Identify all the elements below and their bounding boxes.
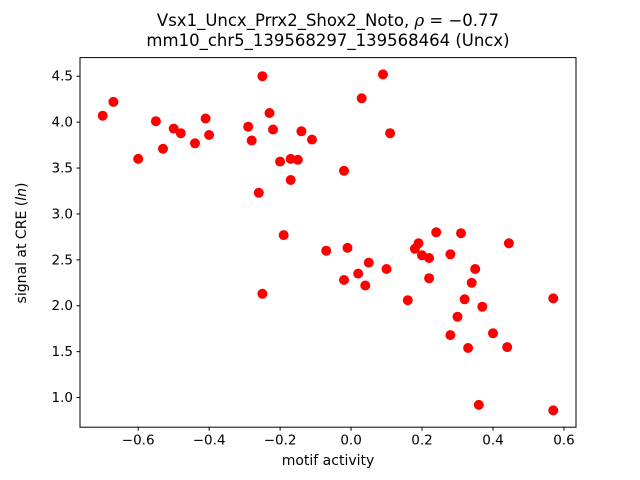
data-point bbox=[264, 108, 275, 118]
data-point bbox=[158, 143, 168, 154]
y-axis-label: signal at CRE (ln) bbox=[14, 183, 30, 304]
data-point bbox=[257, 71, 268, 82]
data-point bbox=[339, 275, 349, 285]
data-point bbox=[413, 238, 424, 249]
rho-symbol: ρ bbox=[414, 11, 425, 30]
data-point bbox=[253, 187, 264, 198]
data-point bbox=[503, 238, 514, 249]
data-point bbox=[445, 330, 456, 341]
data-point bbox=[488, 328, 498, 339]
x-tick-label: −0.6 bbox=[122, 433, 155, 449]
data-point bbox=[363, 257, 374, 268]
data-point bbox=[445, 249, 456, 260]
data-point bbox=[381, 264, 392, 274]
y-tick-label: 1.5 bbox=[52, 344, 73, 360]
data-point bbox=[473, 399, 484, 410]
data-point bbox=[278, 230, 289, 241]
data-point bbox=[456, 228, 466, 239]
x-tick-label: −0.2 bbox=[264, 433, 297, 449]
y-axis-label-close: ) bbox=[14, 182, 30, 189]
data-point bbox=[470, 264, 481, 274]
chart-title: Vsx1_Uncx_Prrx2_Shox2_Noto, ρ = −0.77 mm… bbox=[80, 11, 576, 50]
data-point bbox=[307, 134, 317, 145]
data-point bbox=[424, 253, 435, 263]
data-point bbox=[459, 294, 470, 305]
x-tick-label: −0.4 bbox=[193, 433, 226, 449]
y-tick-label: 1.0 bbox=[52, 390, 73, 406]
x-tick-label: 0.6 bbox=[553, 433, 574, 449]
data-point bbox=[431, 227, 442, 238]
data-point bbox=[246, 135, 257, 146]
x-tick-label: 0.4 bbox=[482, 433, 503, 449]
data-point bbox=[356, 93, 367, 104]
y-tick-label: 4.0 bbox=[52, 115, 73, 131]
data-point bbox=[339, 165, 349, 176]
data-point bbox=[268, 124, 278, 135]
data-point bbox=[548, 293, 559, 304]
data-point bbox=[353, 268, 364, 279]
data-point bbox=[466, 277, 477, 288]
data-point bbox=[548, 405, 559, 416]
data-point bbox=[97, 110, 108, 121]
data-point bbox=[190, 138, 200, 149]
data-point bbox=[402, 295, 413, 306]
y-tick-label: 2.5 bbox=[52, 252, 73, 268]
title-text: Vsx1_Uncx_Prrx2_Shox2_Noto, bbox=[156, 11, 415, 30]
data-point bbox=[296, 126, 307, 137]
x-axis-label: motif activity bbox=[281, 453, 375, 469]
chart-title-line1: Vsx1_Uncx_Prrx2_Shox2_Noto, ρ = −0.77 bbox=[80, 11, 576, 31]
axes-frame bbox=[79, 57, 577, 428]
data-point bbox=[378, 69, 388, 80]
data-point bbox=[204, 130, 215, 140]
data-point bbox=[292, 154, 303, 165]
data-point bbox=[168, 123, 179, 134]
data-point bbox=[385, 128, 396, 139]
data-point bbox=[463, 343, 474, 353]
data-point bbox=[452, 311, 463, 322]
y-tick-label: 2.0 bbox=[52, 298, 73, 314]
y-axis-label-text: signal at CRE ( bbox=[14, 200, 30, 304]
title-correlation-value: = −0.77 bbox=[424, 11, 500, 30]
data-point bbox=[175, 128, 186, 139]
x-tick-label: 0.2 bbox=[411, 433, 432, 449]
data-point bbox=[243, 121, 254, 132]
data-point bbox=[275, 156, 286, 167]
y-tick-label: 4.5 bbox=[52, 69, 73, 85]
data-point bbox=[424, 273, 435, 284]
x-tick-label: 0.0 bbox=[340, 433, 361, 449]
data-point bbox=[257, 288, 268, 299]
data-point bbox=[477, 301, 488, 312]
y-axis-label-ln: ln bbox=[14, 188, 30, 201]
data-point bbox=[360, 280, 371, 291]
data-point bbox=[150, 116, 161, 127]
data-point bbox=[321, 245, 332, 256]
y-tick-label: 3.5 bbox=[52, 161, 73, 177]
y-tick-label: 3.0 bbox=[52, 206, 73, 222]
data-point bbox=[502, 342, 513, 353]
chart-title-line2: mm10_chr5_139568297_139568464 (Uncx) bbox=[146, 30, 510, 50]
data-point bbox=[133, 153, 144, 164]
data-point bbox=[342, 242, 353, 253]
data-point bbox=[285, 175, 296, 185]
data-point bbox=[108, 96, 119, 107]
data-point bbox=[200, 113, 211, 124]
